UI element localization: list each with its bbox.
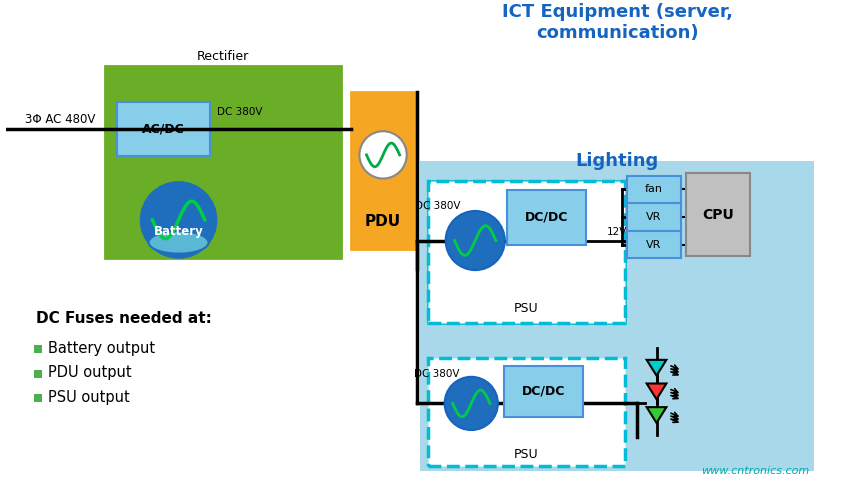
Text: 12V: 12V	[607, 226, 627, 237]
Text: Rectifier: Rectifier	[196, 50, 249, 63]
Text: DC 380V: DC 380V	[414, 369, 459, 379]
FancyBboxPatch shape	[627, 231, 681, 259]
Circle shape	[359, 131, 406, 178]
Bar	[428, 180, 625, 323]
Text: PSU: PSU	[514, 448, 539, 461]
FancyBboxPatch shape	[420, 343, 814, 471]
Bar	[428, 358, 625, 466]
Text: DC 380V: DC 380V	[415, 201, 460, 211]
Text: www.cntronics.com: www.cntronics.com	[701, 466, 809, 476]
Text: PDU output: PDU output	[47, 365, 132, 380]
Text: Battery: Battery	[153, 263, 205, 276]
Ellipse shape	[148, 231, 208, 254]
FancyBboxPatch shape	[627, 175, 681, 203]
FancyBboxPatch shape	[116, 102, 210, 156]
Text: AC/DC: AC/DC	[142, 122, 185, 135]
FancyBboxPatch shape	[420, 161, 814, 348]
Circle shape	[444, 377, 498, 430]
Bar	[34, 394, 41, 402]
Bar	[34, 370, 41, 378]
Text: ICT Equipment (server,
communication): ICT Equipment (server, communication)	[502, 3, 733, 42]
Polygon shape	[647, 383, 666, 399]
Bar	[34, 345, 41, 353]
Text: PSU: PSU	[514, 302, 539, 315]
Text: VR: VR	[647, 212, 662, 222]
FancyBboxPatch shape	[627, 203, 681, 231]
Text: fan: fan	[645, 184, 663, 194]
FancyBboxPatch shape	[686, 173, 750, 257]
FancyBboxPatch shape	[351, 92, 415, 249]
FancyBboxPatch shape	[428, 180, 625, 323]
Polygon shape	[647, 407, 666, 423]
Circle shape	[446, 211, 505, 270]
Text: DC/DC: DC/DC	[522, 385, 565, 398]
Text: Battery output: Battery output	[47, 341, 154, 356]
Text: 3Φ AC 480V: 3Φ AC 480V	[25, 113, 95, 126]
FancyBboxPatch shape	[105, 66, 341, 259]
Text: Battery: Battery	[153, 225, 203, 238]
Text: Lighting: Lighting	[576, 152, 658, 170]
Text: PSU output: PSU output	[47, 390, 129, 405]
Text: CPU: CPU	[702, 208, 734, 222]
FancyBboxPatch shape	[504, 366, 583, 417]
Text: DC 380V: DC 380V	[217, 106, 262, 117]
FancyBboxPatch shape	[507, 191, 586, 244]
Text: PDU: PDU	[365, 214, 401, 228]
Text: DC/DC: DC/DC	[524, 211, 568, 224]
Circle shape	[141, 182, 216, 258]
Text: DC Fuses needed at:: DC Fuses needed at:	[35, 311, 212, 326]
Text: VR: VR	[647, 240, 662, 250]
Polygon shape	[647, 360, 666, 376]
